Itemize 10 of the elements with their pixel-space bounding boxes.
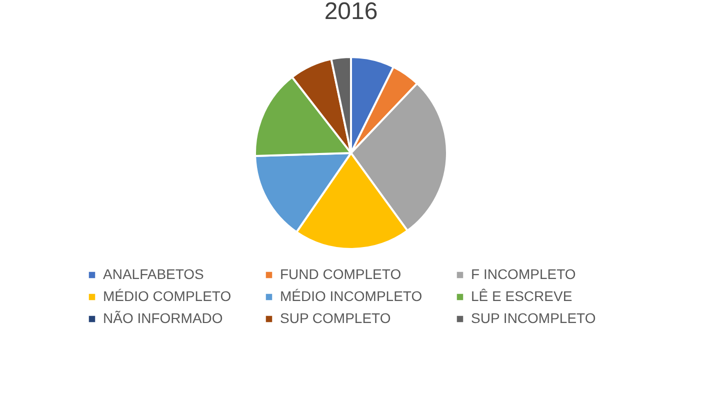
legend-label: MÉDIO COMPLETO: [103, 288, 232, 304]
legend-label: ANALFABETOS: [103, 266, 204, 282]
legend-label: NÃO INFORMADO: [103, 310, 223, 326]
legend-label: FUND COMPLETO: [280, 266, 402, 282]
legend-label: SUP COMPLETO: [280, 310, 391, 326]
legend-label: SUP INCOMPLETO: [471, 310, 596, 326]
legend-label: MÉDIO INCOMPLETO: [280, 288, 422, 304]
legend-label: LÊ E ESCREVE: [471, 288, 572, 304]
legend-label: F INCOMPLETO: [471, 266, 576, 282]
chart-title: 2016: [324, 0, 378, 25]
